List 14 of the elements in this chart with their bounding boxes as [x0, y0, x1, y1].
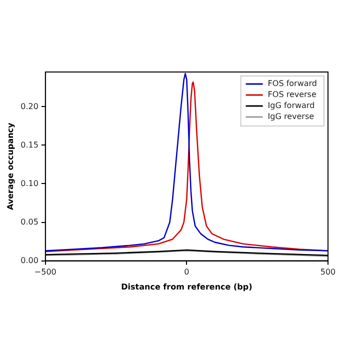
y-axis-title: Average occupancy: [6, 122, 15, 210]
x-tick-label: −500: [34, 268, 56, 277]
y-tick-label: 0.15: [20, 140, 38, 150]
legend-label: IgG forward: [268, 101, 315, 110]
x-tick-label: 500: [320, 268, 336, 277]
y-tick-label: 0.00: [20, 256, 38, 265]
x-tick-label: 0: [184, 268, 190, 277]
y-tick-label: 0.05: [20, 217, 38, 226]
y-tick-label: 0.10: [20, 178, 38, 188]
legend-label: FOS reverse: [268, 90, 316, 100]
legend-label: IgG reverse: [268, 112, 314, 122]
y-tick-label: 0.20: [20, 102, 38, 111]
x-axis-title: Distance from reference (bp): [121, 282, 252, 292]
legend-label: FOS forward: [268, 79, 318, 88]
